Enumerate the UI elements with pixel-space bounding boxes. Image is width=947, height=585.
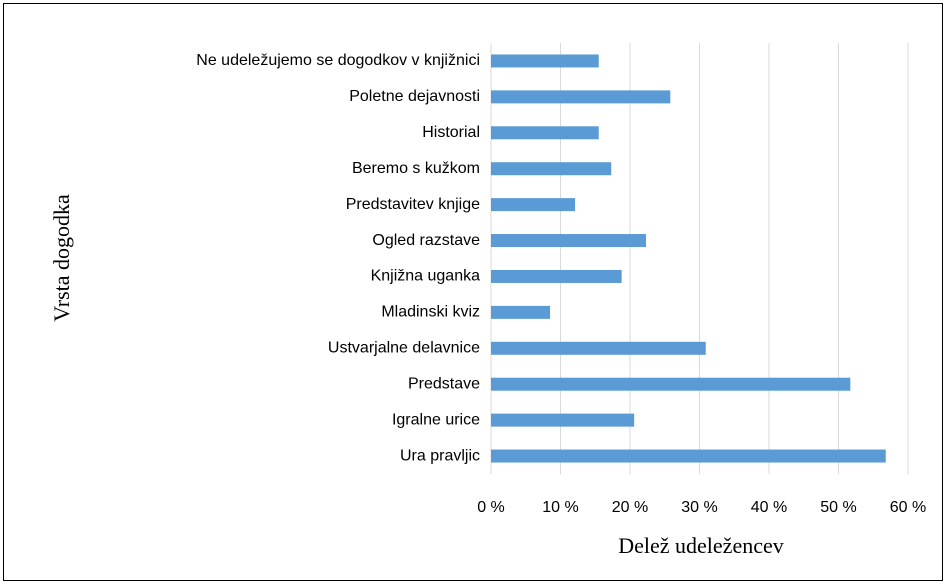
- bar: [491, 269, 622, 283]
- bar: [491, 54, 599, 68]
- chart-border: [3, 3, 943, 581]
- y-tick-label: Predstave: [408, 375, 480, 392]
- y-tick-label: Ura pravljic: [400, 447, 480, 464]
- y-tick-label: Knjižna uganka: [371, 268, 481, 285]
- bar: [491, 413, 635, 427]
- x-axis-title: Delež udeležencev: [618, 533, 784, 558]
- bar: [491, 198, 576, 212]
- x-tick-label: 0 %: [477, 499, 505, 516]
- y-tick-label: Historial: [422, 124, 480, 141]
- x-tick-label: 60 %: [890, 499, 926, 516]
- y-tick-label: Predstavitev knjige: [346, 196, 480, 213]
- bar: [491, 341, 706, 355]
- x-tick-label: 20 %: [612, 499, 648, 516]
- y-tick-label: Ogled razstave: [372, 232, 480, 249]
- x-tick-label: 50 %: [820, 499, 856, 516]
- bar: [491, 449, 886, 463]
- y-tick-label: Poletne dejavnosti: [349, 88, 480, 105]
- y-tick-label: Mladinski kviz: [381, 304, 480, 321]
- y-tick-label: Ne udeležujemo se dogodkov v knjižnici: [196, 52, 480, 69]
- bar: [491, 162, 612, 176]
- x-tick-label: 10 %: [542, 499, 578, 516]
- y-axis-title: Vrsta dogodka: [49, 194, 74, 322]
- y-tick-label: Ustvarjalne delavnice: [328, 340, 480, 357]
- x-tick-label: 40 %: [751, 499, 787, 516]
- bar: [491, 126, 599, 140]
- bar: [491, 305, 551, 319]
- x-tick-label: 30 %: [681, 499, 717, 516]
- y-tick-label: Igralne urice: [392, 411, 480, 428]
- bar: [491, 234, 646, 248]
- bar: [491, 90, 671, 104]
- y-tick-label: Beremo s kužkom: [352, 160, 480, 177]
- bar: [491, 377, 851, 391]
